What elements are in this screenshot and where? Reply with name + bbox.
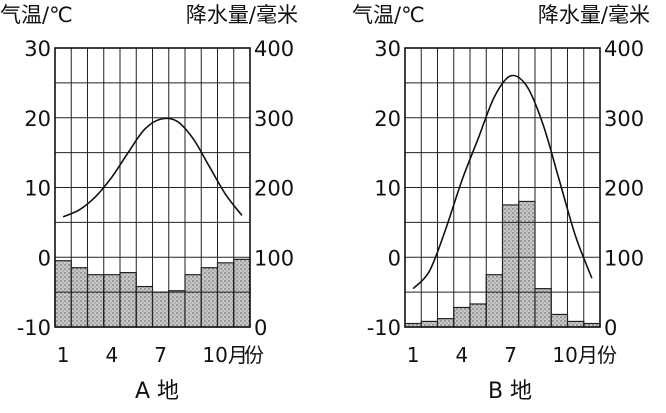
chart-a-x-ticks: 1 4 7 10月	[57, 343, 248, 367]
chart-a-precip-bar-9	[184, 274, 202, 328]
chart-b-left-ticks: -10 0 10 20 30	[367, 37, 401, 340]
chart-b-precip-bar-10	[550, 313, 569, 328]
chart-a-left-tick-label: 10	[24, 177, 51, 201]
chart-b-bars	[404, 200, 601, 328]
chart-a-precip-bar-12	[233, 258, 251, 328]
chart-a-left-tick-label: 20	[24, 107, 51, 131]
chart-a-precip-bar-11	[216, 262, 235, 328]
chart-a-x-tick-label: 10月	[202, 343, 247, 367]
chart-b-precip-bar-6	[485, 274, 504, 328]
chart-a: 气温/℃ 降水量/毫米 -10 0 10 20 30 0 100 200 300 400 1 4 7…	[0, 3, 298, 404]
chart-b-grid	[405, 48, 600, 327]
chart-b-left-tick-label: 20	[374, 107, 401, 131]
chart-a-temperature-line-group	[62, 117, 243, 218]
chart-b-precip-bar-8	[518, 200, 536, 328]
chart-a-right-tick-label: 300	[254, 107, 294, 131]
chart-b-x-tick-label: 7	[504, 343, 517, 367]
chart-a-x-tick-label: 4	[106, 343, 119, 367]
chart-a-title: A 地	[135, 379, 179, 404]
chart-a-left-axis-label: 气温/℃	[0, 3, 73, 27]
chart-a-precip-bar-4	[103, 274, 121, 328]
chart-b-x-tick-label: 10月	[552, 343, 597, 367]
chart-a-right-ticks: 0 100 200 300 400	[254, 37, 294, 340]
chart-b-precip-bar-5	[469, 303, 487, 328]
chart-b-x-unit: 份	[597, 343, 617, 367]
chart-b-right-tick-label: 300	[604, 107, 644, 131]
chart-a-precip-bar-10	[200, 267, 219, 328]
chart-b-right-ticks: 0 100 200 300 400	[604, 37, 644, 340]
chart-b-precip-bar-3	[436, 318, 455, 328]
chart-b-title: B 地	[488, 379, 532, 404]
chart-a-plot-frame	[54, 47, 251, 328]
chart-a-right-tick-label: 0	[254, 316, 267, 340]
chart-a-left-tick-label: 0	[38, 246, 51, 270]
chart-b-precip-bar-11	[566, 320, 585, 328]
chart-b-temperature-line-group	[412, 74, 593, 290]
chart-b-left-tick-label: 0	[388, 246, 401, 270]
chart-a-precip-bar-7	[151, 291, 170, 328]
chart-a-right-axis-label: 降水量/毫米	[186, 3, 298, 27]
chart-b-right-tick-label: 200	[604, 177, 644, 201]
chart-b-temperature-line	[412, 74, 593, 290]
chart-b-frame	[404, 47, 601, 328]
chart-a-x-unit: 份	[244, 343, 264, 367]
chart-a-precip-bar-2	[70, 267, 89, 328]
chart-b-plot-frame	[404, 47, 601, 328]
chart-a-left-ticks: -10 0 10 20 30	[17, 37, 51, 340]
chart-b-x-tick-label: 1	[407, 343, 420, 367]
chart-b-x-tick-label: 4	[456, 343, 469, 367]
chart-b-right-tick-label: 0	[604, 316, 617, 340]
chart-b-right-tick-label: 100	[604, 246, 644, 270]
chart-b-left-tick-label: 10	[374, 177, 401, 201]
chart-b-left-tick-label: -10	[367, 316, 401, 340]
chart-b-left-tick-label: 30	[374, 37, 401, 61]
chart-b: 气温/℃ 降水量/毫米 -10 0 10 20 30 0 100 200 300 400 1 4 7…	[352, 3, 650, 404]
chart-b-precip-bar-4	[453, 306, 471, 328]
chart-a-right-tick-label: 400	[254, 37, 294, 61]
chart-b-precip-bar-7	[501, 204, 520, 328]
chart-a-temperature-line	[62, 117, 243, 218]
chart-b-precip-bar-9	[534, 288, 552, 328]
chart-b-right-axis-label: 降水量/毫米	[538, 3, 650, 27]
chart-a-precip-bar-1	[54, 260, 72, 328]
chart-a-left-tick-label: -10	[17, 316, 51, 340]
chart-b-precip-bar-2	[420, 320, 439, 328]
chart-a-precip-bar-8	[168, 290, 186, 328]
chart-a-left-tick-label: 30	[24, 37, 51, 61]
chart-b-right-tick-label: 400	[604, 37, 644, 61]
chart-a-precip-bar-5	[119, 272, 137, 328]
chart-a-x-tick-label: 7	[154, 343, 167, 367]
chart-a-frame	[54, 47, 251, 328]
chart-b-x-ticks: 1 4 7 10月	[407, 343, 598, 367]
chart-a-right-tick-label: 200	[254, 177, 294, 201]
chart-a-precip-bar-3	[86, 274, 105, 328]
chart-a-x-tick-label: 1	[57, 343, 70, 367]
chart-a-grid	[55, 48, 250, 327]
chart-b-left-axis-label: 气温/℃	[352, 3, 425, 27]
chart-a-right-tick-label: 100	[254, 246, 294, 270]
